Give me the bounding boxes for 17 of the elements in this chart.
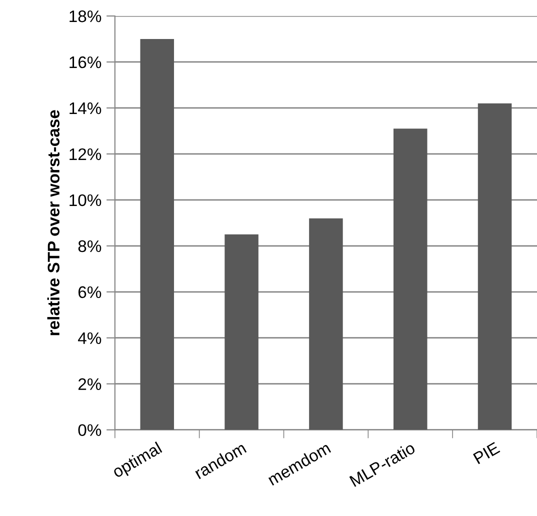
y-axis-title: relative STP over worst-case: [47, 110, 60, 336]
y-tick-label: 12%: [70, 148, 102, 160]
bar: [140, 38, 174, 430]
y-tick-label: 10%: [70, 194, 102, 206]
y-tick-label: 6%: [78, 286, 102, 298]
y-tick-label: 14%: [70, 102, 102, 114]
y-tick-label: 2%: [78, 378, 102, 390]
y-tick-label: 0%: [78, 424, 102, 436]
bar: [478, 103, 512, 430]
bar: [393, 128, 428, 430]
y-tick-label: 4%: [78, 332, 102, 344]
y-tick-label: 16%: [70, 56, 102, 68]
x-tick-label: PIE: [473, 442, 500, 464]
bar: [309, 218, 343, 430]
bar: [224, 234, 258, 430]
y-tick-label: 18%: [70, 10, 102, 22]
y-tick-label: 8%: [78, 240, 102, 252]
